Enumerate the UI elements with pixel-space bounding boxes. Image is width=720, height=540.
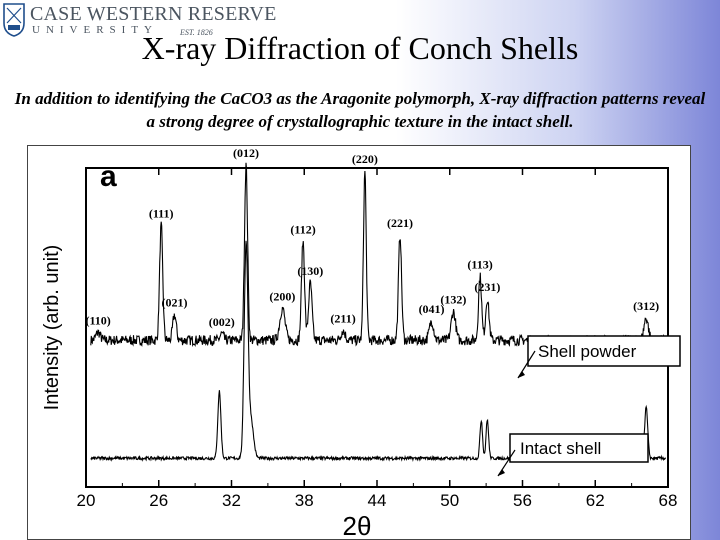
peak-label: (113) — [467, 257, 492, 271]
x-tick-label: 62 — [586, 491, 605, 510]
legend-label: Shell powder — [538, 342, 637, 361]
y-axis-title: Intensity (arb. unit) — [41, 245, 63, 411]
peak-label: (012) — [233, 146, 259, 160]
slide-title: X-ray Diffraction of Conch Shells — [141, 30, 579, 66]
peak-label: (002) — [209, 315, 235, 329]
x-tick-label: 68 — [659, 491, 678, 510]
peak-label: (132) — [440, 293, 466, 307]
peak-label: (220) — [352, 152, 378, 166]
peak-label: (041) — [419, 302, 445, 316]
legend-box — [509, 433, 649, 463]
peak-label: (110) — [85, 313, 110, 327]
peak-label: (211) — [330, 312, 355, 326]
peak-label: (231) — [474, 280, 500, 294]
xrd-chart: 20 26 32 38 44 50 56 62 68 a 2θ Intensity (arb. uni… — [41, 146, 681, 539]
x-tick-label: 50 — [440, 491, 459, 510]
panel-label: a — [100, 160, 117, 193]
xrd-figure: 20 26 32 38 44 50 56 62 68 a 2θ Intensity (arb. uni… — [27, 145, 691, 540]
slide-subtitle: In addition to identifying the CaCO3 as … — [14, 89, 706, 131]
x-tick-label: 44 — [368, 491, 387, 510]
peak-label: (111) — [149, 206, 174, 220]
peak-label: (130) — [297, 264, 323, 278]
peak-label: (112) — [290, 222, 315, 236]
x-tick-label: 32 — [222, 491, 241, 510]
peak-label: (221) — [387, 216, 413, 230]
series-line-shell-powder — [90, 162, 667, 348]
shield-icon — [3, 3, 25, 37]
logo-university: UNIVERSITY — [32, 24, 158, 36]
peak-label: (200) — [269, 289, 295, 303]
legend-label: Intact shell — [520, 439, 601, 458]
x-tick-label: 26 — [149, 491, 168, 510]
legend-arrow-head — [518, 371, 525, 378]
legend-box — [527, 335, 681, 367]
cwru-logo: CASE WESTERN RESERVE UNIVERSITY EST. 182… — [0, 0, 276, 42]
x-tick-label: 20 — [77, 491, 96, 510]
logo-name: CASE WESTERN RESERVE — [30, 3, 277, 25]
x-axis-title: 2θ — [343, 511, 372, 539]
legend-arrow-head — [498, 469, 505, 476]
x-tick-label: 38 — [295, 491, 314, 510]
peak-label: (312) — [633, 299, 659, 313]
peak-label: (021) — [162, 296, 188, 310]
logo-est: EST. 1826 — [180, 28, 213, 37]
x-tick-label: 56 — [513, 491, 532, 510]
